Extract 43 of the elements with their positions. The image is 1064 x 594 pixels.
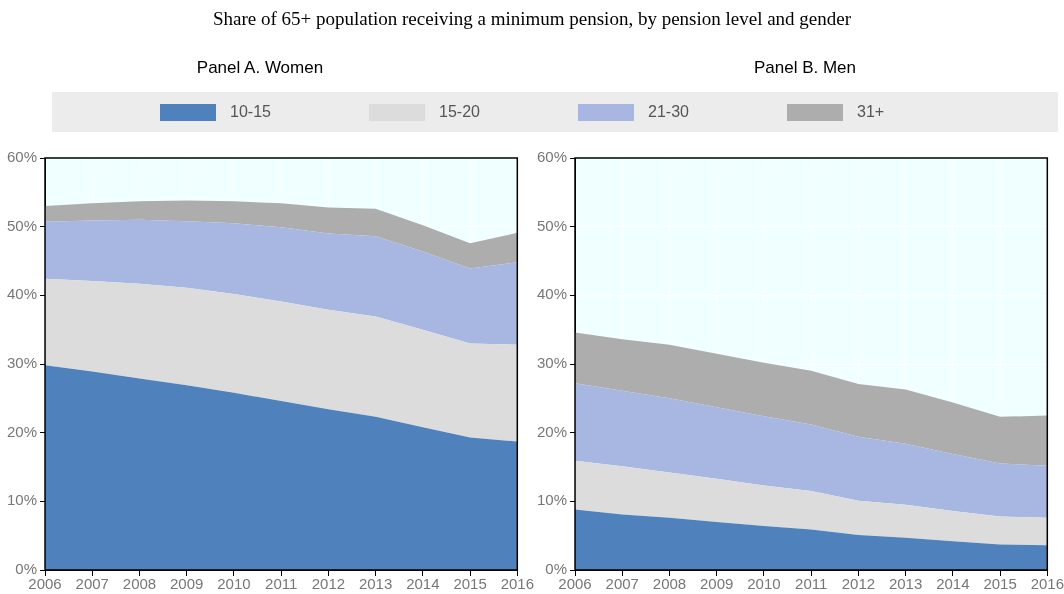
y-tick-label: 60% bbox=[536, 148, 568, 166]
y-tick-label: 50% bbox=[536, 216, 568, 234]
y-tick-label: 30% bbox=[6, 354, 38, 372]
x-tick-label: 2013 bbox=[888, 575, 923, 593]
y-tick-label: 50% bbox=[6, 216, 38, 234]
chart-title: Share of 65+ population receiving a minimum pension, by pension level and gender bbox=[211, 8, 853, 30]
legend-label: 21-30 bbox=[648, 103, 689, 121]
y-tick-label: 40% bbox=[536, 285, 568, 303]
x-tick-label: 2010 bbox=[747, 575, 781, 593]
y-tick-label: 20% bbox=[536, 422, 568, 440]
x-tick-label: 2014 bbox=[936, 575, 970, 593]
y-tick-label: 0% bbox=[15, 560, 38, 578]
x-tick-label: 2012 bbox=[311, 575, 346, 593]
y-tick-label: 30% bbox=[536, 354, 568, 372]
y-tick-label: 20% bbox=[6, 422, 38, 440]
legend-label: 15-20 bbox=[439, 103, 480, 121]
y-tick-label: 10% bbox=[6, 491, 38, 509]
x-tick-label: 2016 bbox=[1030, 575, 1064, 593]
x-tick-label: 2016 bbox=[500, 575, 534, 593]
x-tick-label: 2006 bbox=[28, 575, 62, 593]
y-tick-label: 60% bbox=[6, 148, 38, 166]
x-tick-label: 2015 bbox=[983, 575, 1017, 593]
x-tick-label: 2012 bbox=[841, 575, 876, 593]
y-tick-label: 10% bbox=[536, 491, 568, 509]
x-tick-label: 2009 bbox=[700, 575, 734, 593]
x-tick-label: 2008 bbox=[122, 575, 157, 593]
y-tick-label: 40% bbox=[6, 285, 38, 303]
x-tick-label: 2014 bbox=[406, 575, 440, 593]
x-tick-label: 2007 bbox=[605, 575, 639, 593]
x-tick-label: 2011 bbox=[265, 575, 298, 593]
x-tick-label: 2015 bbox=[453, 575, 487, 593]
x-tick-label: 2006 bbox=[558, 575, 592, 593]
x-tick-label: 2011 bbox=[795, 575, 828, 593]
legend-label: 10-15 bbox=[230, 103, 271, 121]
legend-label: 31+ bbox=[857, 103, 885, 121]
chart-subtitle: Panel A. Women bbox=[195, 58, 325, 78]
x-tick-label: 2010 bbox=[217, 575, 251, 593]
x-tick-label: 2007 bbox=[75, 575, 109, 593]
x-tick-label: 2009 bbox=[170, 575, 204, 593]
chart-title: Panel B. Men bbox=[752, 58, 858, 78]
y-tick-label: 0% bbox=[545, 560, 568, 578]
x-tick-label: 2013 bbox=[358, 575, 393, 593]
x-tick-label: 2008 bbox=[652, 575, 687, 593]
